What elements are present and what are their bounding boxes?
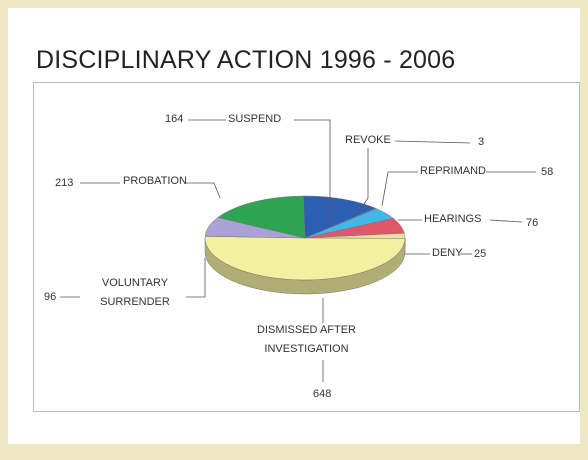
value-label: 58 — [541, 163, 553, 182]
value-label: 3 — [478, 133, 484, 152]
chart — [8, 8, 580, 444]
slice-label: REPRIMAND — [420, 162, 486, 181]
value-label: 96 — [44, 288, 56, 307]
value-label: 164 — [165, 110, 183, 129]
leader-line — [395, 141, 470, 143]
leader-line — [186, 183, 220, 198]
leader-line — [382, 172, 418, 206]
value-label: 76 — [526, 214, 538, 233]
slice-label: SUSPEND — [228, 110, 281, 129]
leader-line — [490, 220, 522, 222]
slice-label: DENY — [432, 244, 463, 263]
slice-label: REVOKE — [345, 131, 391, 150]
slice-label: VOLUNTARY SURRENDER — [80, 274, 190, 312]
value-label: 648 — [313, 385, 331, 404]
slice-label: DISMISSED AFTER INVESTIGATION — [244, 321, 369, 359]
value-label: 25 — [474, 245, 486, 264]
slice-label: PROBATION — [123, 172, 187, 191]
slice-label: HEARINGS — [424, 210, 481, 229]
value-label: 213 — [55, 174, 73, 193]
